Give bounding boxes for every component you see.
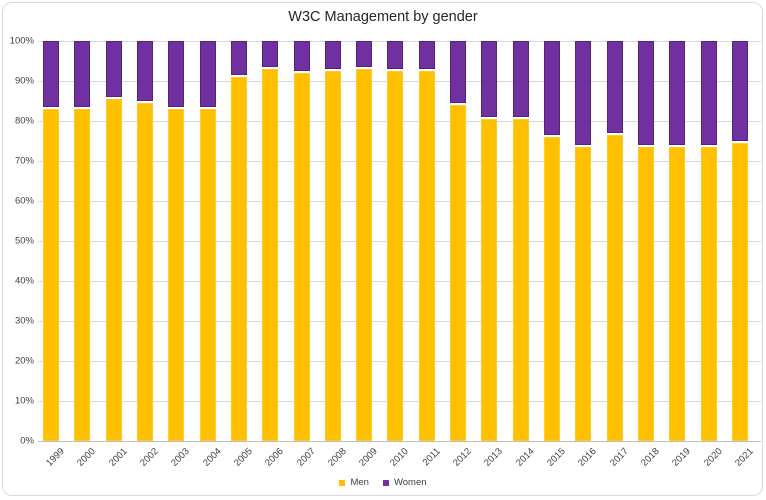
- bar-men-segment: [544, 136, 561, 441]
- bar-2005: [230, 40, 247, 441]
- bar-men-segment: [418, 70, 435, 441]
- bar-women-segment: [136, 40, 153, 101]
- bar-2002: [136, 40, 153, 441]
- bar-men-segment: [512, 118, 529, 441]
- bar-women-segment: [638, 40, 655, 145]
- bar-women-segment: [168, 40, 185, 107]
- gridline-0%: [38, 440, 761, 442]
- legend: Men Women: [0, 477, 766, 488]
- bar-men-segment: [262, 68, 279, 441]
- bar-men-segment: [606, 134, 623, 441]
- bar-women-segment: [43, 40, 59, 107]
- chart-title: W3C Management by gender: [288, 9, 478, 25]
- bar-women-segment: [356, 40, 373, 67]
- bar-women-segment: [105, 40, 122, 97]
- bar-women-segment: [575, 40, 592, 145]
- bar-men-segment: [731, 142, 748, 441]
- bar-men-segment: [387, 70, 404, 441]
- bar-2003: [168, 40, 185, 441]
- bar-women-segment: [669, 40, 686, 145]
- bar-women-segment: [293, 40, 310, 71]
- bar-2012: [450, 40, 467, 441]
- bar-2010: [387, 40, 404, 441]
- bar-2017: [606, 40, 623, 441]
- bar-men-segment: [356, 68, 373, 441]
- y-axis-tick-label: 10%: [14, 395, 34, 407]
- bar-men-segment: [324, 70, 341, 441]
- bar-men-segment: [43, 108, 59, 441]
- bar-women-segment: [230, 40, 247, 75]
- bar-2008: [324, 40, 341, 441]
- bar-2016: [575, 40, 592, 441]
- bar-2009: [356, 40, 373, 441]
- bar-men-segment: [450, 104, 467, 441]
- y-axis-tick-label: 100%: [9, 35, 34, 47]
- bar-men-segment: [230, 76, 247, 441]
- bar-women-segment: [606, 40, 623, 133]
- bar-men-segment: [669, 146, 686, 441]
- bar-men-segment: [481, 118, 498, 441]
- bar-men-segment: [638, 146, 655, 441]
- legend-swatch-women: [382, 479, 389, 486]
- bar-men-segment: [136, 102, 153, 441]
- bar-2013: [481, 40, 498, 441]
- bar-women-segment: [262, 40, 279, 67]
- y-axis-tick-label: 40%: [14, 275, 34, 287]
- bar-women-segment: [481, 40, 498, 117]
- bar-2004: [199, 40, 216, 441]
- bar-women-segment: [74, 40, 91, 107]
- legend-swatch-men: [339, 479, 346, 486]
- legend-item-women: Women: [382, 477, 427, 488]
- bar-2021: [731, 40, 748, 441]
- y-axis-tick-label: 90%: [14, 75, 34, 87]
- bar-2015: [544, 40, 561, 441]
- bar-women-segment: [512, 40, 529, 117]
- bar-2014: [512, 40, 529, 441]
- bar-2006: [262, 40, 279, 441]
- bar-2000: [74, 40, 91, 441]
- bar-women-segment: [199, 40, 216, 107]
- y-axis-tick-label: 50%: [14, 235, 34, 247]
- bar-women-segment: [324, 40, 341, 69]
- bar-men-segment: [199, 108, 216, 441]
- bar-men-segment: [575, 146, 592, 441]
- y-axis-tick-label: 20%: [14, 355, 34, 367]
- bar-women-segment: [450, 40, 467, 103]
- bar-women-segment: [544, 40, 561, 135]
- bar-2020: [700, 40, 717, 441]
- bar-men-segment: [168, 108, 185, 441]
- y-axis-tick-label: 0%: [20, 435, 34, 447]
- y-axis-tick-label: 30%: [14, 315, 34, 327]
- bar-women-segment: [700, 40, 717, 145]
- y-axis-tick-label: 70%: [14, 155, 34, 167]
- legend-item-men: Men: [339, 477, 369, 488]
- legend-label: Men: [350, 477, 369, 488]
- bar-2019: [669, 40, 686, 441]
- bar-men-segment: [700, 146, 717, 441]
- bar-women-segment: [418, 40, 435, 69]
- bar-2011: [418, 40, 435, 441]
- bar-men-segment: [105, 98, 122, 441]
- y-axis-tick-label: 60%: [14, 195, 34, 207]
- bar-2007: [293, 40, 310, 441]
- legend-label: Women: [393, 477, 427, 488]
- bar-men-segment: [293, 72, 310, 441]
- bar-women-segment: [731, 40, 748, 141]
- bar-1999: [43, 40, 59, 441]
- y-axis-tick-label: 80%: [14, 115, 34, 127]
- bar-women-segment: [387, 40, 404, 69]
- bar-2001: [105, 40, 122, 441]
- bar-men-segment: [74, 108, 91, 441]
- bar-2018: [638, 40, 655, 441]
